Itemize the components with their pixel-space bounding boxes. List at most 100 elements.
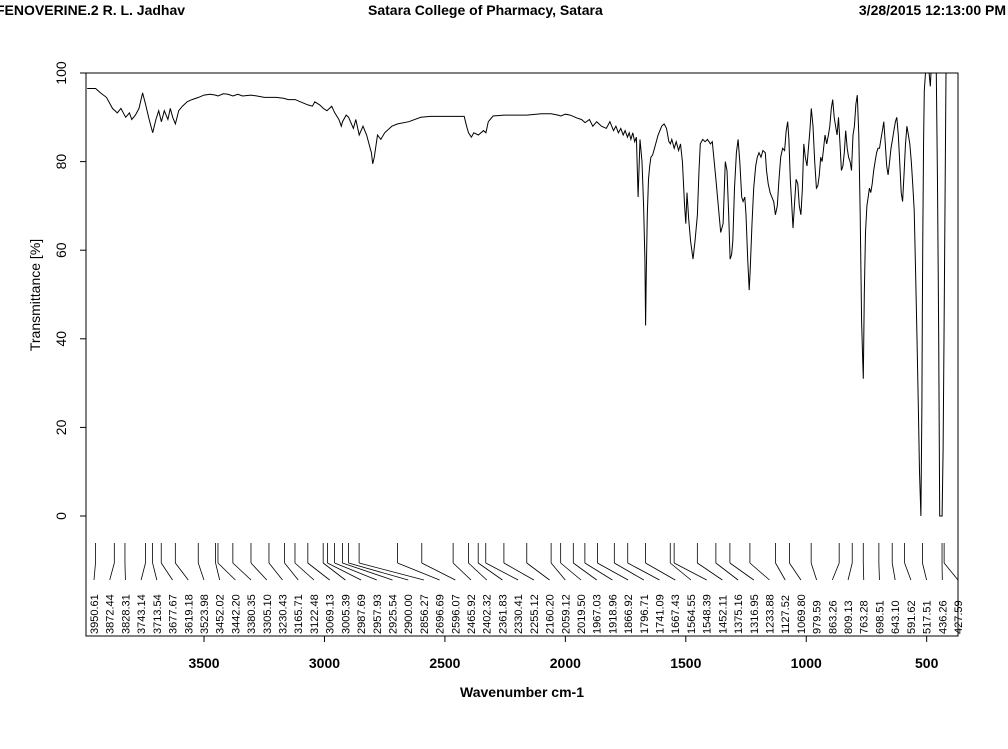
peak-marker-leader bbox=[597, 562, 629, 581]
peak-label: 2330.41 bbox=[513, 594, 525, 634]
peak-marker-leader bbox=[232, 562, 252, 581]
peak-marker-leader bbox=[294, 562, 315, 581]
peak-marker-leader bbox=[645, 562, 676, 581]
peak-label: 809.13 bbox=[843, 600, 855, 634]
peak-marker-leader bbox=[943, 562, 959, 581]
y-tick-label: 60 bbox=[53, 242, 69, 258]
peak-label: 2465.92 bbox=[466, 594, 478, 634]
peak-label: 3442.20 bbox=[230, 594, 242, 634]
peak-label: 2856.27 bbox=[419, 594, 431, 634]
y-axis-label: Transmittance [%] bbox=[27, 239, 43, 351]
peak-marker-leader bbox=[810, 562, 817, 581]
peak-marker-leader bbox=[348, 562, 409, 581]
peak-marker-leader bbox=[468, 562, 487, 581]
peak-marker-leader bbox=[789, 562, 802, 581]
peak-label: 3677.67 bbox=[168, 594, 180, 634]
peak-label: 643.10 bbox=[890, 600, 902, 634]
y-tick-label: 20 bbox=[53, 419, 69, 435]
peak-marker-leader bbox=[140, 562, 146, 581]
peak-marker-leader bbox=[614, 562, 645, 581]
peak-label: 863.26 bbox=[827, 600, 839, 634]
peak-marker-leader bbox=[550, 562, 566, 581]
peak-marker-leader bbox=[775, 562, 786, 581]
peak-label: 2361.83 bbox=[497, 594, 509, 634]
header-timestamp: 3/28/2015 12:13:00 PM bbox=[858, 2, 1006, 18]
peak-marker-leader bbox=[215, 562, 221, 581]
peak-label: 3305.10 bbox=[262, 594, 274, 634]
x-tick-label: 3000 bbox=[309, 655, 340, 671]
peak-markers: 3950.61 3872.44 3828.31 3743.14 3713.54 3677.… bbox=[89, 543, 965, 634]
peak-label: 2019.50 bbox=[576, 594, 588, 634]
peak-label: 1548.39 bbox=[702, 594, 714, 634]
peak-label: 1796.71 bbox=[639, 594, 651, 634]
peak-marker-leader bbox=[152, 562, 158, 581]
spectrum-line bbox=[87, 72, 956, 517]
peak-marker-leader bbox=[268, 562, 283, 581]
peak-label: 1667.43 bbox=[670, 594, 682, 634]
peak-label: 1375.16 bbox=[733, 594, 745, 634]
peak-marker-leader bbox=[878, 562, 880, 581]
y-tick-label: 100 bbox=[53, 61, 69, 85]
peak-marker-leader bbox=[729, 562, 755, 581]
peak-marker-leader bbox=[749, 562, 770, 581]
peak-label: 1967.03 bbox=[592, 594, 604, 634]
peak-label: 1866.92 bbox=[623, 594, 635, 634]
peak-marker-leader bbox=[307, 562, 330, 581]
peak-label: 2900.00 bbox=[403, 594, 415, 634]
peak-marker-leader bbox=[584, 562, 613, 581]
peak-marker-leader bbox=[891, 562, 896, 581]
peak-marker-leader bbox=[197, 562, 205, 581]
peak-marker-leader bbox=[93, 562, 96, 581]
peak-label: 3005.39 bbox=[340, 594, 352, 634]
peak-marker-leader bbox=[560, 562, 582, 581]
peak-marker-leader bbox=[109, 562, 115, 581]
y-axis: 0 20 40 60 80 100 bbox=[53, 61, 86, 520]
peak-label: 436.26 bbox=[937, 600, 949, 634]
peak-marker-leader bbox=[627, 562, 660, 581]
peak-label: 3523.98 bbox=[199, 594, 211, 634]
header-sample-name: FENOVERINE.2 R. L. Jadhav bbox=[0, 2, 186, 18]
peak-label: 2059.12 bbox=[560, 594, 572, 634]
peak-label: 517.51 bbox=[922, 600, 934, 634]
peak-marker-leader bbox=[175, 562, 189, 581]
peak-marker-leader bbox=[452, 562, 472, 581]
peak-marker-leader bbox=[250, 562, 268, 581]
y-tick-label: 40 bbox=[53, 331, 69, 347]
peak-marker-leader bbox=[342, 562, 393, 581]
peak-marker-leader bbox=[847, 562, 853, 581]
peak-marker-leader bbox=[485, 562, 519, 581]
peak-label: 591.62 bbox=[906, 600, 918, 634]
peak-label: 3619.18 bbox=[183, 594, 195, 634]
peak-label: 3230.43 bbox=[278, 594, 290, 634]
peak-label: 2402.32 bbox=[482, 594, 494, 634]
peak-label: 3950.61 bbox=[89, 594, 101, 634]
peak-label: 3872.44 bbox=[105, 594, 117, 634]
x-axis: 3500 3000 2500 2000 1500 1000 500 bbox=[188, 636, 939, 671]
peak-label: 2255.12 bbox=[529, 594, 541, 634]
peak-label: 3452.02 bbox=[215, 594, 227, 634]
peak-label: 3165.71 bbox=[293, 594, 305, 634]
peak-marker-leader bbox=[160, 562, 173, 581]
peak-marker-leader bbox=[573, 562, 597, 581]
peak-label: 3828.31 bbox=[120, 594, 132, 634]
y-tick-label: 0 bbox=[53, 512, 69, 520]
peak-marker-leader bbox=[397, 562, 440, 581]
peak-marker-leader bbox=[503, 562, 535, 581]
peak-marker-leader bbox=[831, 562, 840, 581]
peak-label: 427.59 bbox=[953, 600, 965, 634]
peak-label: 3380.35 bbox=[246, 594, 258, 634]
peak-label: 3743.14 bbox=[136, 594, 148, 634]
x-tick-label: 1500 bbox=[670, 655, 701, 671]
peak-marker-leader bbox=[715, 562, 739, 581]
peak-marker-leader bbox=[284, 562, 299, 581]
peak-label: 1316.95 bbox=[749, 594, 761, 634]
peak-label: 2987.69 bbox=[356, 594, 368, 634]
peak-label: 1564.55 bbox=[686, 594, 698, 634]
peak-marker-leader bbox=[697, 562, 723, 581]
peak-label: 2696.69 bbox=[435, 594, 447, 634]
peak-label: 2596.07 bbox=[450, 594, 462, 634]
peak-label: 1069.80 bbox=[796, 594, 808, 634]
peak-marker-leader bbox=[334, 562, 377, 581]
x-tick-label: 500 bbox=[915, 655, 939, 671]
